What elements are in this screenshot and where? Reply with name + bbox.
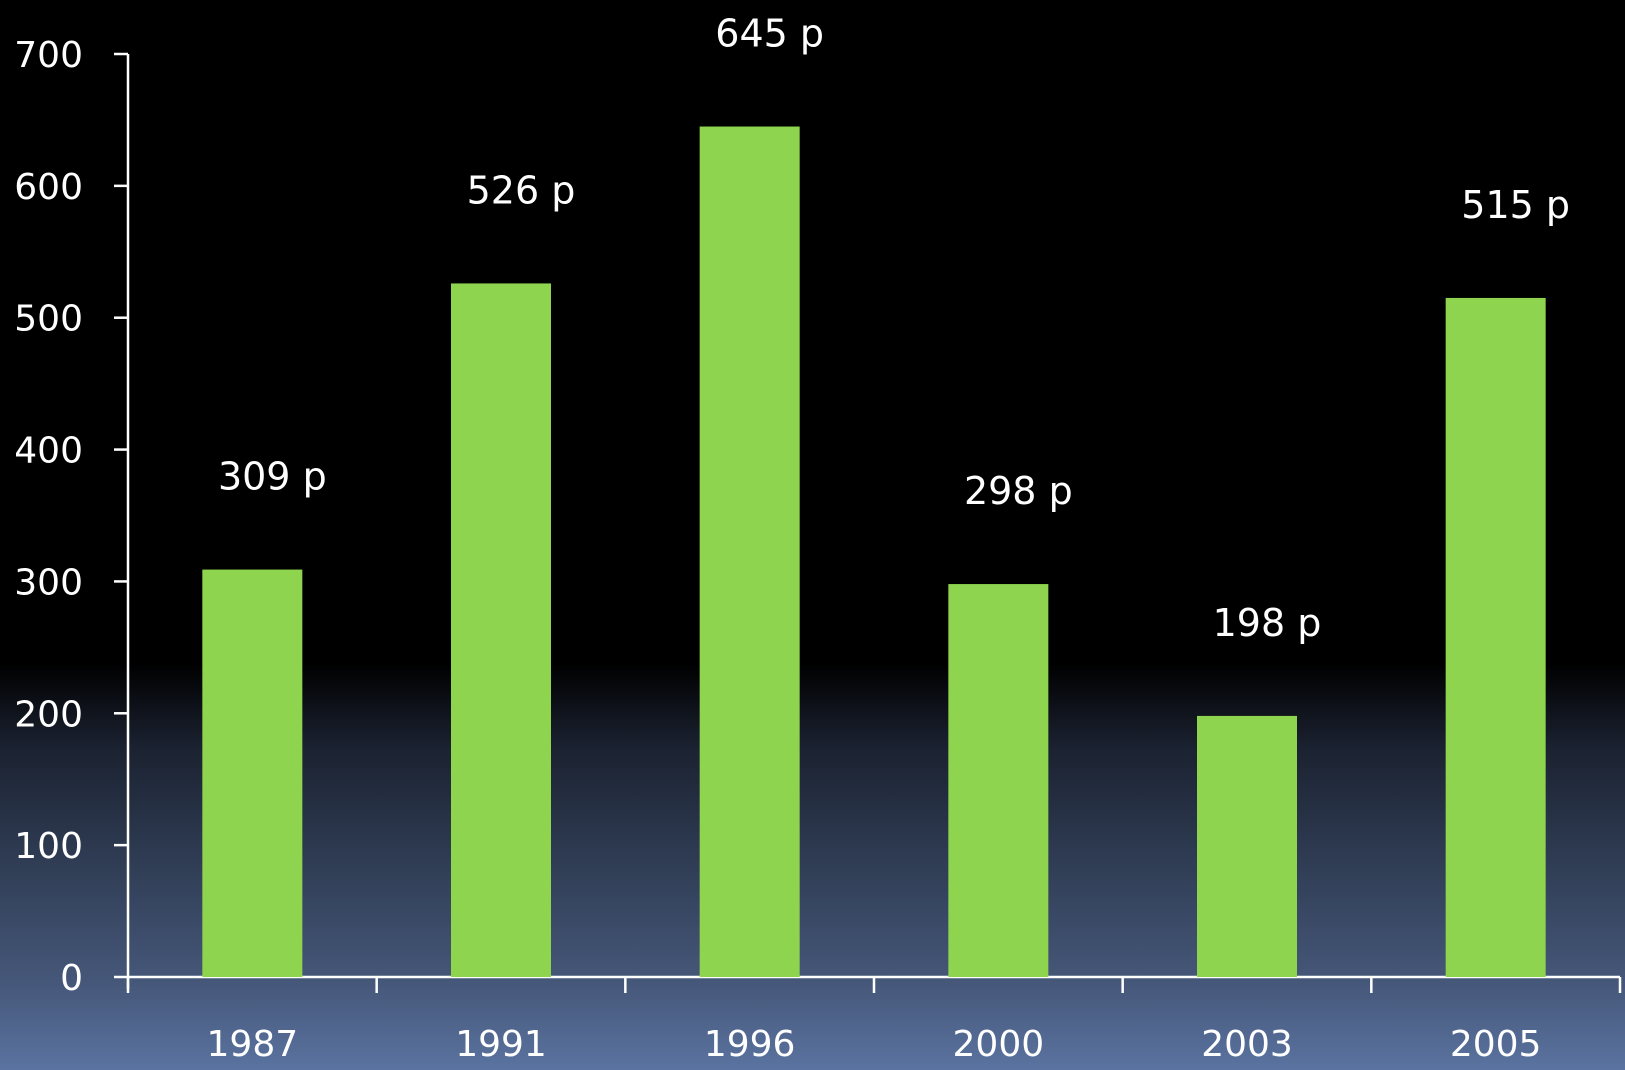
bar-1991 (451, 283, 551, 978)
y-tick-label: 200 (14, 694, 83, 735)
y-axis: 0 100 200 300 400 500 600 700 (14, 35, 130, 999)
bar-data-label: 645 p (715, 12, 824, 56)
bar-data-label: 198 p (1213, 601, 1322, 645)
x-tick-label: 1991 (455, 1024, 547, 1065)
x-tick-label: 2000 (953, 1024, 1045, 1065)
y-tick-label: 0 (60, 958, 83, 999)
bars (202, 126, 1546, 978)
y-tick-label: 500 (14, 299, 83, 340)
bar-2003 (1197, 715, 1297, 977)
bar-data-label: 309 p (218, 455, 327, 499)
y-tick-label: 300 (14, 562, 83, 603)
x-tick-label: 2005 (1450, 1024, 1542, 1065)
y-tick-label: 100 (14, 826, 83, 867)
bar-data-labels: 309 p 526 p 645 p 298 p 198 p 515 p (218, 12, 1570, 645)
x-tick-label: 1996 (704, 1024, 796, 1065)
bar-data-label: 526 p (467, 168, 576, 212)
bar-data-label: 298 p (964, 469, 1073, 513)
bar-1987 (202, 569, 303, 977)
y-tick-label: 700 (14, 35, 83, 76)
bar-1996 (699, 126, 800, 978)
y-tick-label: 600 (14, 167, 83, 208)
x-tick-label: 2003 (1201, 1024, 1293, 1065)
y-tick-label: 400 (14, 431, 83, 472)
x-tick-label: 1987 (207, 1024, 299, 1065)
bar-data-label: 515 p (1461, 183, 1570, 227)
bar-2005 (1445, 297, 1546, 978)
bar-2000 (948, 584, 1049, 977)
x-axis: 1987 1991 1996 2000 2003 2005 (126, 975, 1622, 1065)
